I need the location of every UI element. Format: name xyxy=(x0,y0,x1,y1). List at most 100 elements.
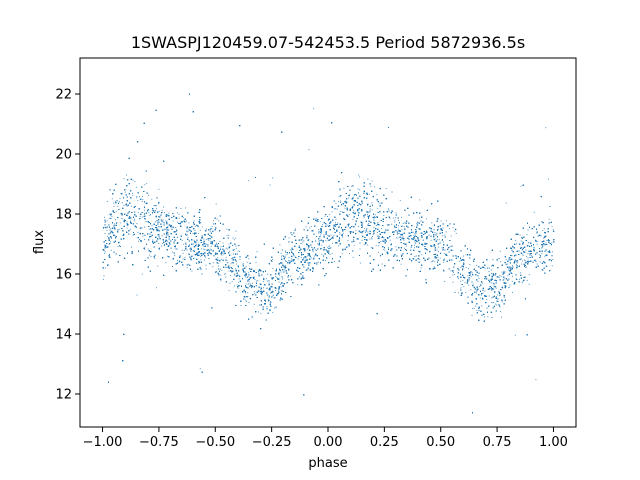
data-point xyxy=(272,290,274,292)
data-point xyxy=(198,262,200,264)
data-point xyxy=(431,235,432,237)
data-point xyxy=(184,257,186,259)
data-point xyxy=(252,277,254,278)
data-point xyxy=(287,253,289,255)
data-point xyxy=(129,220,131,222)
data-point xyxy=(318,229,320,230)
data-point xyxy=(383,237,385,239)
data-point xyxy=(519,278,520,280)
data-point xyxy=(268,280,270,281)
data-point xyxy=(129,228,131,230)
data-point xyxy=(452,227,454,229)
data-point xyxy=(204,249,206,251)
data-point xyxy=(468,279,470,281)
data-point xyxy=(552,229,554,230)
data-point xyxy=(545,127,547,129)
data-point xyxy=(312,251,314,253)
data-point xyxy=(501,316,502,318)
data-point xyxy=(538,254,540,256)
data-point xyxy=(226,248,228,250)
data-point xyxy=(410,247,412,248)
data-point xyxy=(344,207,346,209)
data-point xyxy=(248,180,250,182)
data-point xyxy=(186,230,188,232)
data-point xyxy=(371,209,373,211)
data-point xyxy=(434,261,436,263)
data-point xyxy=(476,309,478,311)
data-point xyxy=(248,258,250,260)
data-point xyxy=(398,232,400,234)
data-point xyxy=(476,264,478,266)
data-point xyxy=(526,279,528,281)
data-point xyxy=(347,195,349,196)
data-point xyxy=(136,237,138,239)
data-point xyxy=(519,265,520,267)
data-point xyxy=(258,311,259,313)
data-point xyxy=(495,286,497,287)
data-point xyxy=(415,232,417,234)
data-point xyxy=(395,212,397,214)
data-point xyxy=(418,250,419,252)
data-point xyxy=(444,258,446,260)
data-point xyxy=(338,195,340,197)
data-point xyxy=(368,223,370,224)
data-point xyxy=(495,282,497,284)
data-point xyxy=(194,234,195,235)
data-point xyxy=(367,244,369,246)
data-point xyxy=(465,292,467,293)
data-point xyxy=(438,246,440,248)
data-point xyxy=(452,249,454,251)
data-point xyxy=(187,230,189,232)
data-point xyxy=(413,247,415,249)
data-point xyxy=(115,201,116,203)
data-point xyxy=(146,183,148,185)
data-point xyxy=(342,203,344,205)
data-point xyxy=(321,253,323,255)
data-point xyxy=(368,193,370,195)
data-point xyxy=(516,262,518,264)
data-point xyxy=(320,234,322,236)
data-point xyxy=(112,209,114,211)
data-point xyxy=(279,278,281,280)
data-point xyxy=(137,231,139,233)
data-point xyxy=(352,196,354,198)
data-point xyxy=(345,200,347,202)
data-point xyxy=(349,253,350,254)
data-point xyxy=(327,220,329,222)
data-point xyxy=(228,270,230,272)
data-point xyxy=(519,234,521,236)
data-point xyxy=(416,223,418,225)
data-point xyxy=(253,303,255,305)
data-point xyxy=(148,194,150,196)
data-point xyxy=(479,286,481,287)
data-point xyxy=(228,234,230,236)
data-point xyxy=(505,264,507,266)
data-point xyxy=(106,220,108,222)
data-point xyxy=(339,188,341,190)
data-point xyxy=(465,266,467,268)
data-point xyxy=(210,236,212,237)
data-point xyxy=(459,260,461,262)
data-point xyxy=(281,255,283,257)
data-point xyxy=(319,221,321,223)
data-point xyxy=(492,259,494,261)
data-point xyxy=(249,284,251,286)
data-point xyxy=(335,222,336,224)
data-point xyxy=(371,202,373,204)
data-point xyxy=(315,249,316,251)
data-point xyxy=(361,239,363,241)
data-point xyxy=(234,274,235,276)
data-point xyxy=(340,200,341,202)
data-point xyxy=(107,235,109,237)
data-point xyxy=(405,245,407,247)
data-point xyxy=(333,261,335,262)
data-point xyxy=(237,250,239,252)
data-point xyxy=(528,274,530,276)
data-point xyxy=(383,215,385,216)
data-point xyxy=(353,239,354,241)
data-point xyxy=(232,253,234,255)
data-point xyxy=(420,254,422,256)
data-point xyxy=(460,266,462,268)
data-point xyxy=(235,230,237,232)
data-point xyxy=(430,261,432,263)
